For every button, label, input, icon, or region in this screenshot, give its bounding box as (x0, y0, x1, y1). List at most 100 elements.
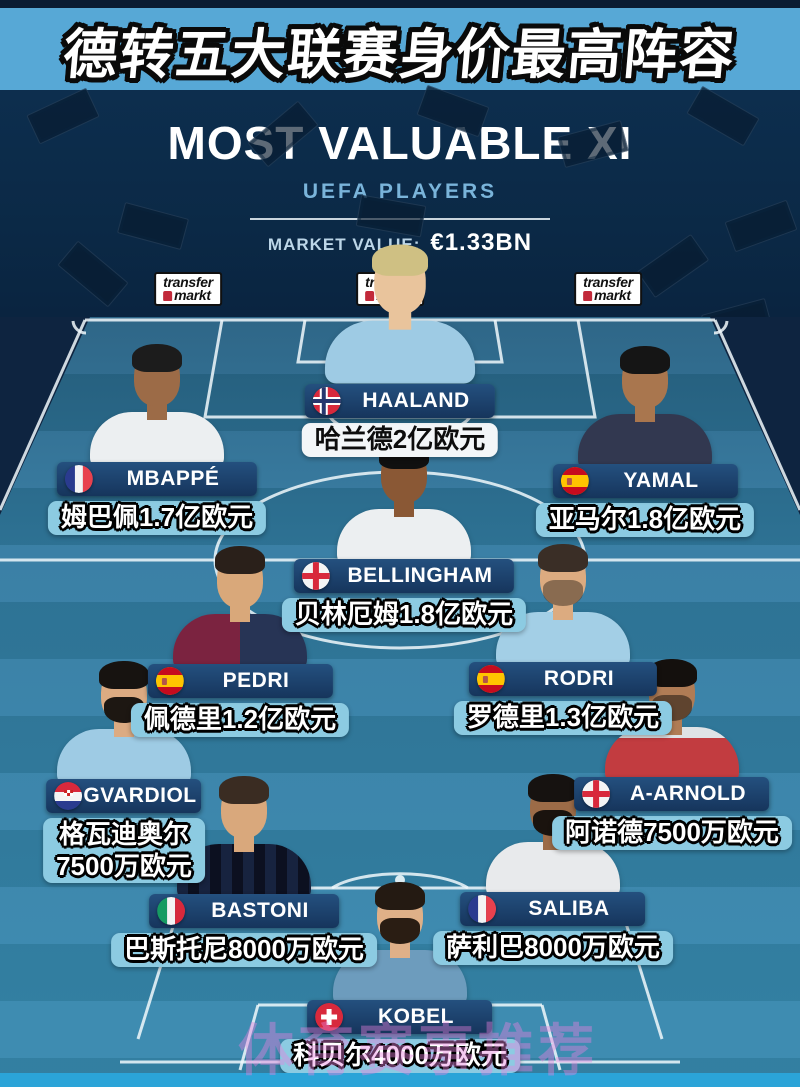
player-value-text: 巴斯托尼8000万欧元 (124, 934, 364, 964)
bust-neck (390, 940, 410, 958)
transfermarkt-figures-icon (583, 291, 593, 301)
player-name: MBAPPÉ (126, 467, 220, 490)
player-value-badge: 佩德里1.2亿欧元 (130, 703, 350, 737)
bust-torso (57, 729, 191, 785)
player-bellingham: BELLINGHAM 贝林厄姆1.8亿欧元 (281, 559, 527, 632)
player-name-badge: GVARDIOL (46, 779, 202, 813)
player-name: KOBEL (378, 1005, 454, 1028)
player-name-badge: KOBEL (307, 1000, 493, 1034)
player-rodri: RODRI 罗德里1.3亿欧元 (453, 662, 673, 735)
transfermarkt-figures-icon (365, 291, 375, 301)
header-title: MOST VALUABLE XI (167, 117, 633, 169)
player-bastoni: BASTONI 巴斯托尼8000万欧元 (111, 894, 377, 967)
player-name: SALIBA (528, 897, 610, 920)
player-value-badge: 罗德里1.3亿欧元 (453, 701, 673, 735)
player-pedri: PEDRI 佩德里1.2亿欧元 (130, 664, 350, 737)
player-value-badge: 格瓦迪奥尔 7500万欧元 (43, 818, 205, 884)
player-value-text: 佩德里1.2亿欧元 (143, 704, 337, 734)
player-value-text: 萨利巴8000万欧元 (446, 932, 660, 962)
bust-torso (337, 509, 471, 565)
bust-hair (538, 544, 588, 572)
bust-neck (553, 602, 573, 620)
player-haaland: HAALAND 哈兰德2亿欧元 (301, 384, 499, 457)
player-name: BASTONI (211, 899, 309, 922)
player-photo-rodri (493, 544, 633, 668)
bust-torso (486, 842, 620, 898)
player-gvardiol: GVARDIOL 格瓦迪奥尔 7500万欧元 (43, 779, 205, 884)
bust-torso (90, 412, 224, 468)
player-value-text: 姆巴佩1.7亿欧元 (60, 502, 254, 532)
flag-france-icon (468, 895, 497, 923)
player-value-text: 哈兰德2亿欧元 (314, 424, 486, 454)
bust-hair (219, 776, 269, 804)
transfermarkt-logo-line2: markt (174, 287, 211, 303)
top-strip (0, 0, 800, 8)
player-mbappe: MBAPPÉ 姆巴佩1.7亿欧元 (47, 462, 267, 535)
bust-torso (578, 414, 712, 470)
player-yamal: YAMAL 亚马尔1.8亿欧元 (535, 464, 755, 537)
player-name-badge: PEDRI (147, 664, 333, 698)
player-photo-gvardiol (54, 661, 194, 785)
bust-torso (605, 727, 739, 783)
player-value-badge: 萨利巴8000万欧元 (433, 931, 673, 965)
bust-hair (132, 344, 182, 372)
transfermarkt-logo-line1: transfer (583, 274, 633, 290)
bust-beard (380, 918, 420, 944)
flag-france-icon (65, 465, 93, 493)
bust-neck (635, 404, 655, 422)
player-name: GVARDIOL (83, 784, 197, 807)
flag-spain-icon (560, 467, 589, 495)
flag-england-icon (302, 562, 330, 590)
player-value-text: 7500万欧元 (56, 850, 192, 881)
player-name: YAMAL (623, 469, 699, 492)
bust-neck (234, 834, 254, 852)
flag-croatia-icon (54, 782, 83, 810)
bust-hair (215, 546, 265, 574)
player-value-text: 贝林厄姆1.8亿欧元 (294, 599, 514, 629)
player-value-badge: 巴斯托尼8000万欧元 (111, 933, 377, 967)
player-name-badge: BELLINGHAM (294, 559, 514, 593)
player-name: HAALAND (362, 389, 470, 412)
player-value-text: 科贝尔4000万欧元 (293, 1040, 507, 1070)
flag-england-icon (582, 780, 611, 808)
bust-hair (375, 882, 425, 910)
player-aarnold: A-ARNOLD 阿诺德7500万欧元 (552, 777, 792, 850)
header-subtitle: UEFA PLAYERS (302, 180, 498, 203)
bust-hair (372, 244, 428, 276)
bust-beard (543, 580, 583, 606)
player-saliba: SALIBA 萨利巴8000万欧元 (433, 892, 673, 965)
player-name-badge: YAMAL (552, 464, 738, 498)
bust-neck (230, 604, 250, 622)
bust-neck (394, 499, 414, 517)
player-value-badge: 亚马尔1.8亿欧元 (535, 503, 755, 537)
bust-torso (324, 320, 476, 384)
player-name-badge: MBAPPÉ (57, 462, 257, 496)
transfermarkt-logo-line2: markt (594, 287, 631, 303)
bust-neck (114, 719, 134, 737)
bust-neck (388, 309, 412, 330)
player-photo-aarnold (602, 659, 742, 783)
poster-title: 德转五大联赛身价最高阵容 (60, 24, 739, 85)
player-name-badge: SALIBA (460, 892, 646, 926)
player-kobel: KOBEL 科贝尔4000万欧元 (280, 1000, 520, 1073)
title-banner: 德转五大联赛身价最高阵容 (0, 8, 800, 90)
bottom-strip (0, 1073, 800, 1087)
bust-neck (147, 402, 167, 420)
player-value-text: 格瓦迪奥尔 (58, 819, 189, 849)
player-value-badge: 姆巴佩1.7亿欧元 (47, 501, 267, 535)
player-photo-yamal (575, 346, 715, 470)
player-name: BELLINGHAM (347, 564, 493, 587)
player-photo-bellingham (334, 441, 474, 565)
bust-hair (528, 774, 578, 802)
player-name-badge: BASTONI (149, 894, 339, 928)
transfermarkt-logo-line1: transfer (163, 274, 213, 290)
flag-switzerland-icon (315, 1003, 344, 1031)
flag-norway-icon (313, 387, 341, 415)
player-value-badge: 哈兰德2亿欧元 (301, 423, 499, 457)
transfermarkt-figures-icon (163, 291, 173, 301)
player-photo-mbappe (87, 344, 227, 468)
player-value-text: 罗德里1.3亿欧元 (466, 702, 660, 732)
